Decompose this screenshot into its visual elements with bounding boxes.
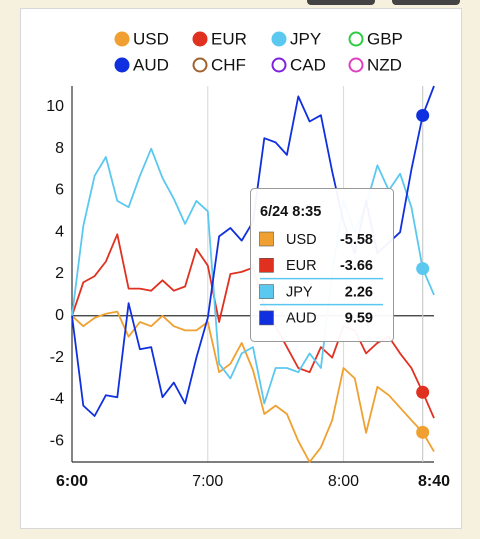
legend-label[interactable]: USD: [133, 29, 169, 48]
hover-point: [416, 262, 430, 276]
legend-label[interactable]: GBP: [367, 29, 403, 48]
y-tick-label: -2: [50, 349, 64, 366]
tooltip-box: [250, 188, 394, 342]
tooltip-series-name: EUR: [286, 258, 317, 274]
y-tick-label: -6: [50, 432, 64, 449]
x-tick-label: 8:00: [328, 473, 359, 490]
tooltip-series-name: AUD: [286, 311, 317, 327]
hover-point: [416, 425, 430, 439]
legend-marker[interactable]: [271, 31, 287, 47]
x-tick-label: 7:00: [192, 473, 223, 490]
y-tick-label: 10: [46, 98, 64, 115]
legend-marker[interactable]: [348, 57, 364, 73]
chart-panel: [20, 8, 462, 529]
y-tick-label: 2: [55, 265, 64, 282]
y-tick-label: 6: [55, 182, 64, 199]
legend-label[interactable]: CHF: [211, 55, 246, 74]
tooltip-swatch: [259, 284, 274, 299]
tooltip-series-name: JPY: [286, 284, 313, 300]
hover-point: [416, 385, 430, 399]
x-tick-label: 8:40: [418, 473, 450, 490]
legend-marker[interactable]: [192, 31, 208, 47]
x-tick-label: 6:00: [56, 473, 88, 490]
tooltip-value: 9.59: [345, 311, 373, 327]
tooltip-value: -5.58: [340, 232, 373, 248]
legend-label[interactable]: JPY: [290, 29, 321, 48]
legend-label[interactable]: EUR: [211, 29, 247, 48]
y-tick-label: 0: [55, 307, 64, 324]
legend-marker[interactable]: [192, 57, 208, 73]
tooltip: 6/24 8:35 USD -5.58 EUR -3.66 JPY 2.26 AUD 9.59: [250, 188, 394, 342]
legend: USD EUR JPY GBP AUD CHF CAD NZD: [114, 29, 403, 74]
legend-label[interactable]: AUD: [133, 55, 169, 74]
legend-marker[interactable]: [348, 31, 364, 47]
series-line: [71, 310, 435, 463]
legend-marker[interactable]: [114, 57, 130, 73]
tooltip-title: 6/24 8:35: [260, 204, 321, 220]
y-tick-label: 8: [55, 140, 64, 157]
tooltip-swatch: [259, 231, 274, 247]
legend-marker[interactable]: [114, 31, 130, 47]
toolbar-button[interactable]: [307, 0, 375, 5]
legend-label[interactable]: CAD: [290, 55, 326, 74]
tooltip-value: 2.26: [345, 284, 373, 300]
tooltip-swatch: [259, 310, 274, 326]
tooltip-series-name: USD: [286, 232, 317, 248]
series-line: [71, 147, 435, 405]
legend-marker[interactable]: [271, 57, 287, 73]
toolbar-button[interactable]: [392, 0, 460, 5]
hover-point: [416, 108, 430, 122]
tooltip-value: -3.66: [340, 258, 373, 274]
y-tick-label: 4: [55, 223, 64, 240]
tooltip-swatch: [259, 257, 274, 273]
y-tick-label: -4: [50, 391, 64, 408]
legend-label[interactable]: NZD: [367, 55, 402, 74]
